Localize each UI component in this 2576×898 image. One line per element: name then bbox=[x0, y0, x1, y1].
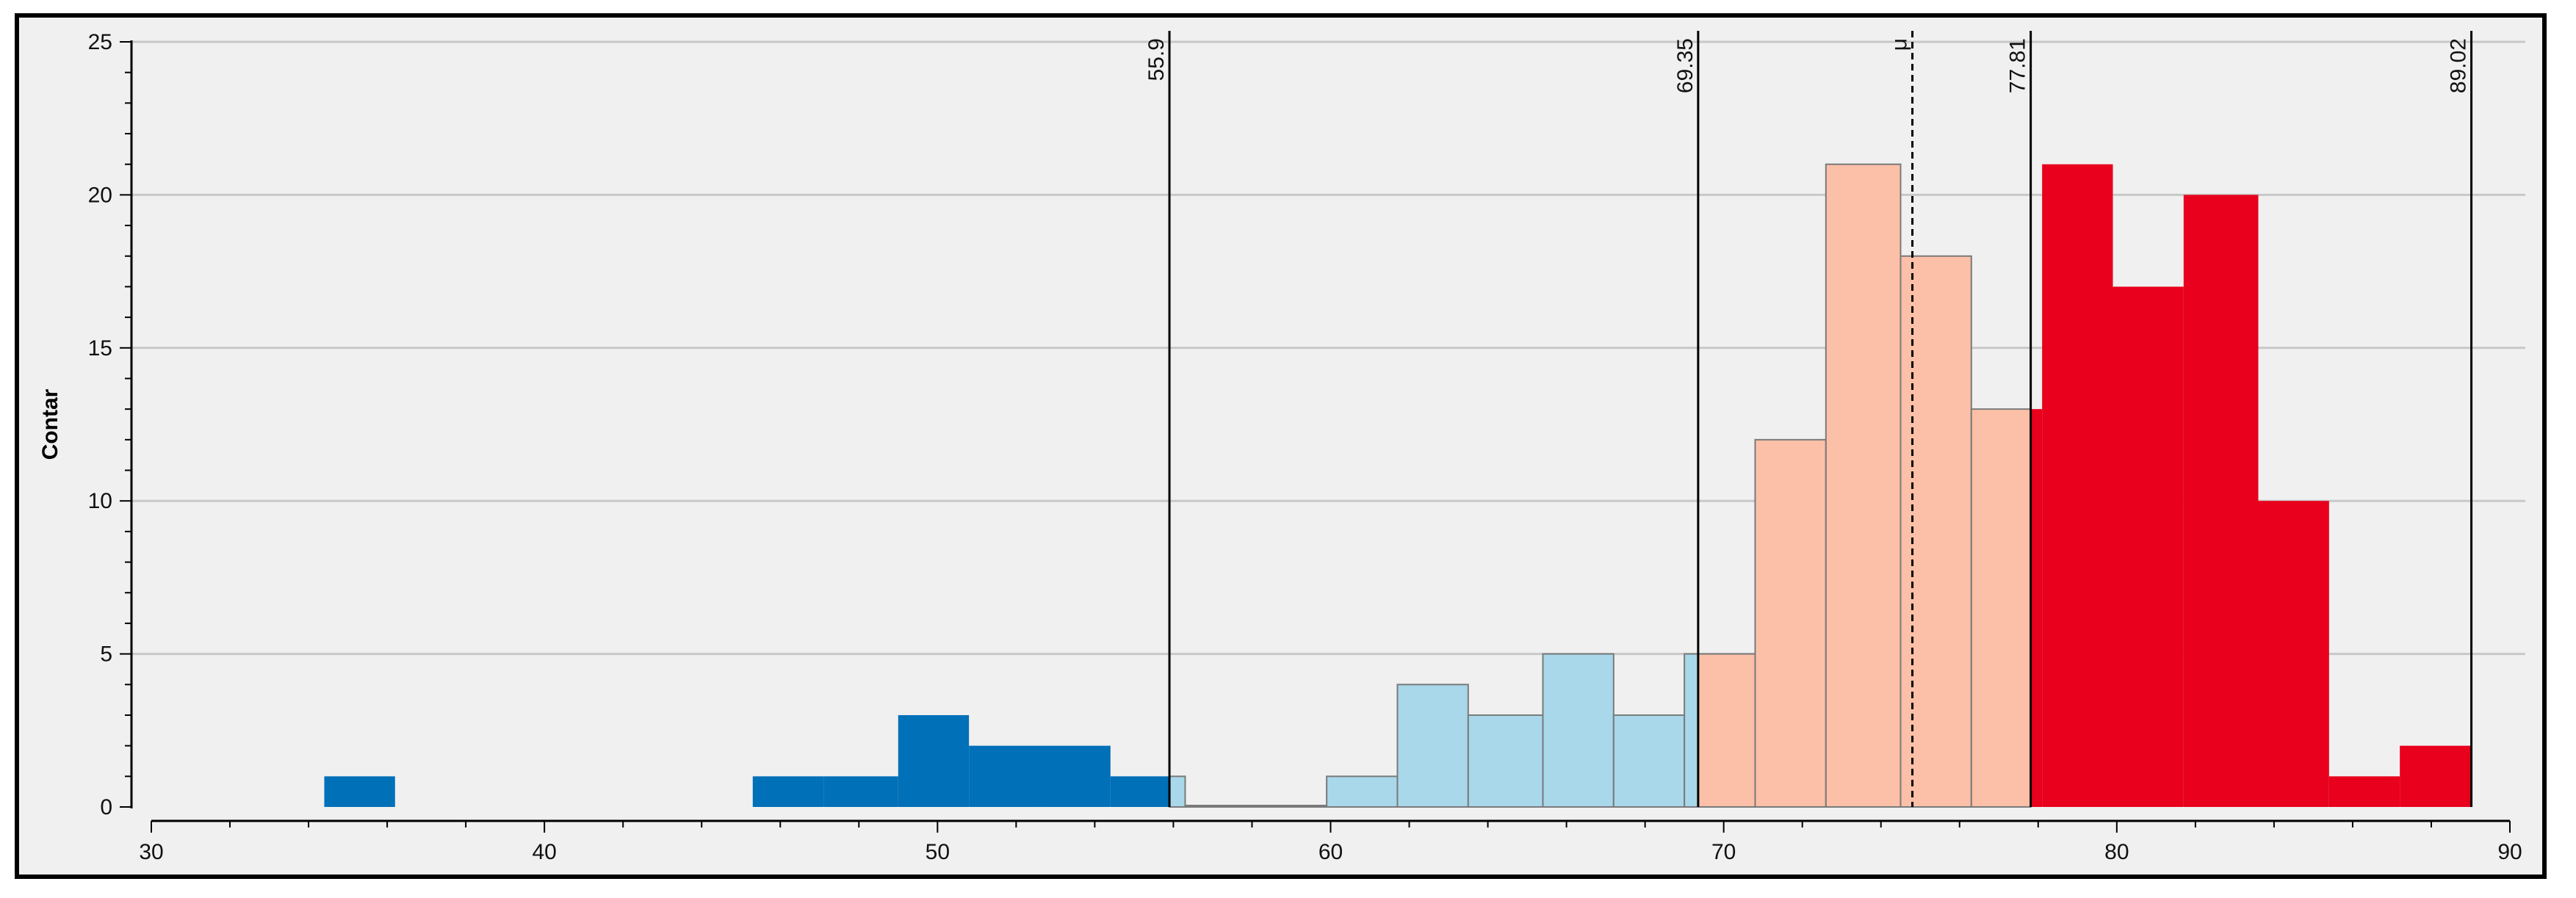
histogram-bar bbox=[1110, 776, 1170, 807]
histogram-bar bbox=[969, 745, 1040, 807]
y-tick-label: 25 bbox=[88, 30, 112, 54]
histogram-bar bbox=[1825, 163, 1902, 808]
histogram-bar bbox=[1684, 653, 1699, 808]
axes: 0 5 10 15 20 25 30 40 50 60 70 80 90 bbox=[88, 30, 2522, 864]
histogram-bar bbox=[1326, 775, 1399, 808]
x-tick-label: 40 bbox=[532, 840, 556, 864]
marker-lines: 55.9 69.35 μ 77.81 89.02 bbox=[1144, 31, 2473, 807]
histogram-bar bbox=[2030, 409, 2043, 807]
marker-label: μ bbox=[1888, 38, 1912, 51]
x-tick-label: 60 bbox=[1318, 840, 1343, 864]
y-tick-label: 15 bbox=[88, 336, 112, 361]
histogram-bar bbox=[1396, 684, 1469, 808]
histogram-bar bbox=[1970, 408, 2032, 808]
y-tick-label: 20 bbox=[88, 183, 112, 207]
histogram-chart: 55.9 69.35 μ 77.81 89.02 0 5 10 15 20 25 30 40 50 60 7… bbox=[38, 30, 2525, 864]
histogram-bar bbox=[1754, 438, 1827, 808]
histogram-bar bbox=[1255, 805, 1328, 808]
y-tick-label: 5 bbox=[100, 642, 112, 667]
marker-label: 55.9 bbox=[1144, 38, 1169, 81]
chart-frame: 55.9 69.35 μ 77.81 89.02 0 5 10 15 20 25 30 40 50 60 7… bbox=[15, 13, 2547, 879]
histogram-bar bbox=[1542, 653, 1614, 808]
histogram-bar bbox=[2258, 501, 2329, 807]
histogram-bar bbox=[1039, 745, 1111, 807]
histogram-bar bbox=[898, 714, 970, 807]
histogram-bar bbox=[1467, 714, 1544, 808]
histogram-bar bbox=[2400, 745, 2472, 807]
histogram-bar bbox=[324, 776, 395, 807]
histogram-bar bbox=[2042, 164, 2113, 808]
marker-label: 89.02 bbox=[2447, 38, 2471, 93]
histogram-bars bbox=[324, 163, 2472, 808]
x-tick-label: 90 bbox=[2497, 840, 2522, 864]
histogram-bar bbox=[2183, 195, 2259, 807]
histogram-bar bbox=[1697, 653, 1756, 808]
y-tick-label: 10 bbox=[88, 489, 112, 513]
histogram-bar bbox=[2113, 286, 2184, 807]
marker-label: 69.35 bbox=[1673, 38, 1698, 93]
x-tick-label: 50 bbox=[926, 840, 950, 864]
histogram-bar bbox=[2328, 776, 2400, 807]
x-tick-label: 80 bbox=[2104, 840, 2129, 864]
histogram-bar bbox=[823, 776, 898, 807]
marker-label: 77.81 bbox=[2006, 38, 2030, 93]
histogram-bar bbox=[1612, 714, 1686, 808]
x-tick-label: 70 bbox=[1711, 840, 1736, 864]
x-tick-label: 30 bbox=[139, 840, 163, 864]
y-axis-title: Contar bbox=[38, 388, 62, 460]
histogram-bar bbox=[752, 776, 824, 807]
histogram-bar bbox=[1899, 255, 1972, 808]
y-tick-label: 0 bbox=[100, 795, 112, 819]
histogram-bar bbox=[1184, 805, 1257, 808]
histogram-bar bbox=[1169, 775, 1186, 808]
